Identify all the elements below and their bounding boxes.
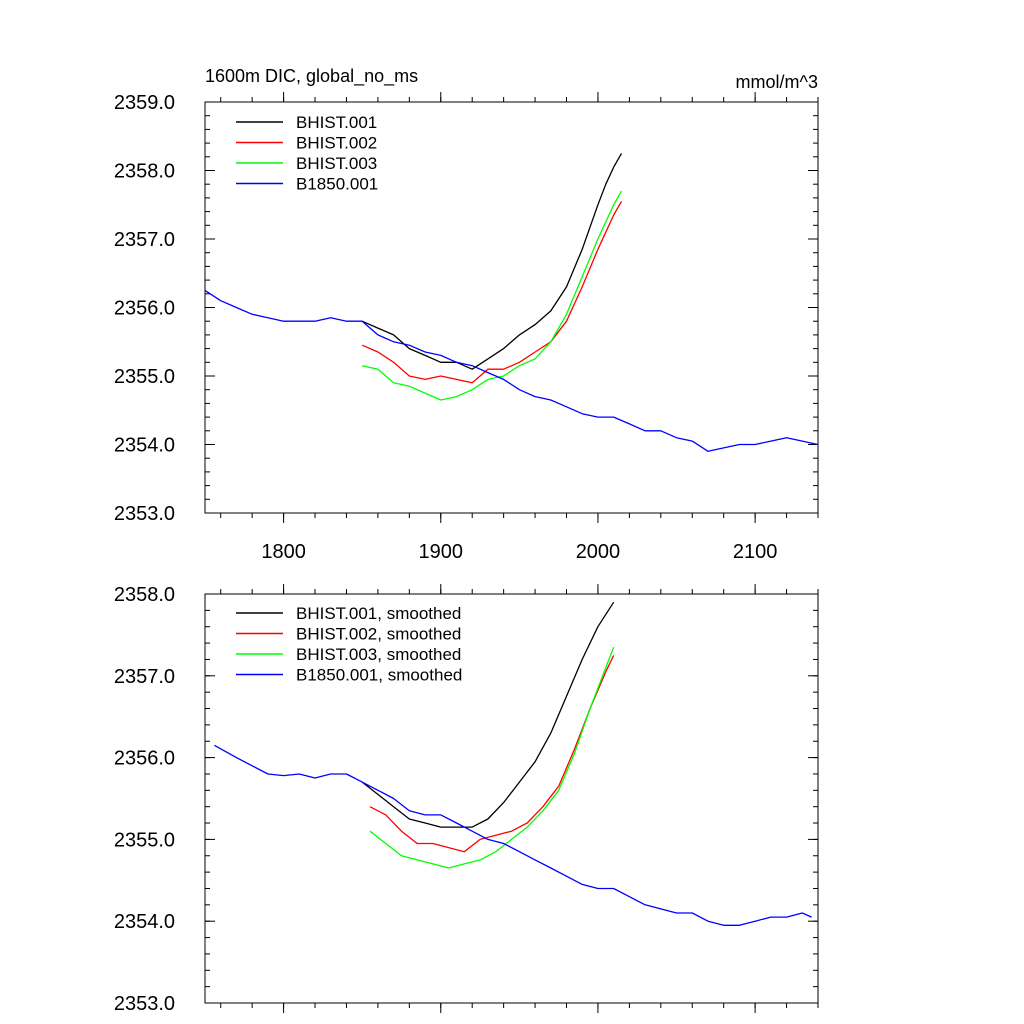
x-tick-label: 1900: [419, 541, 464, 563]
series-line: [361, 153, 623, 370]
y-tick-label: 2354.0: [114, 911, 175, 933]
legend-label: BHIST.001, smoothed: [296, 604, 461, 623]
y-tick-label: 2353.0: [114, 503, 175, 525]
bottom-chart-panel: 2353.0 2354.0 2355.0 2356.0 2357.0 2358.0 BHIS…: [114, 584, 819, 1015]
y-tick-label: 2355.0: [114, 829, 175, 851]
y-tick-label: 2354.0: [114, 435, 175, 457]
legend-label: BHIST.002, smoothed: [296, 625, 461, 644]
units-label: mmol/m^3: [736, 72, 818, 92]
y-tick-label: 2355.0: [114, 366, 175, 388]
legend-label: BHIST.002: [296, 134, 377, 153]
x-tick-label: 2100: [733, 541, 778, 563]
top-chart-panel: 1600m DIC, global_no_ms mmol/m^3 2353.0 2…: [114, 66, 819, 563]
series-line: [369, 646, 615, 869]
legend-label: BHIST.003, smoothed: [296, 645, 461, 664]
y-tick-label: 2353.0: [114, 993, 175, 1015]
legend-label: B1850.001, smoothed: [296, 666, 462, 685]
y-tick-label: 2358.0: [114, 584, 175, 606]
y-tick-label: 2356.0: [114, 298, 175, 320]
x-tick-label: 2000: [576, 541, 621, 563]
x-tick-label: 1800: [261, 541, 306, 563]
legend-label: BHIST.001: [296, 113, 377, 132]
series-line: [361, 200, 623, 384]
series-line: [204, 289, 819, 452]
y-tick-label: 2359.0: [114, 92, 175, 114]
legend-label: B1850.001: [296, 175, 378, 194]
plot-frame: [204, 593, 819, 1004]
series-line: [214, 744, 812, 926]
chart-title: 1600m DIC, global_no_ms: [205, 66, 418, 87]
y-tick-label: 2357.0: [114, 229, 175, 251]
legend-label: BHIST.003: [296, 154, 377, 173]
y-tick-label: 2357.0: [114, 666, 175, 688]
series-line: [361, 601, 615, 828]
series-line: [369, 655, 615, 853]
y-tick-label: 2358.0: [114, 161, 175, 183]
y-tick-label: 2356.0: [114, 748, 175, 770]
series-line: [362, 190, 623, 401]
